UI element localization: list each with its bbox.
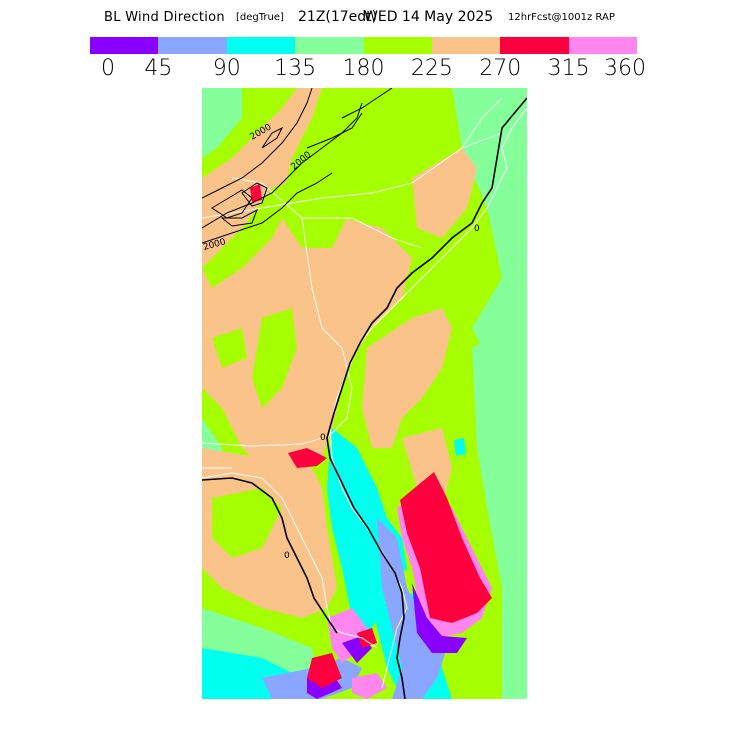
- field-cyan-dot: [454, 438, 466, 456]
- field-red-land: [288, 448, 327, 468]
- field-cyan-coast: [327, 428, 407, 658]
- field-green-patch1: [252, 308, 297, 408]
- field-pink-keys2: [352, 673, 387, 699]
- coast-marker: 0: [284, 551, 290, 561]
- field-red-mtn: [250, 184, 262, 202]
- field-seagreen-ne: [452, 88, 527, 368]
- coast-markers: 0 0 0: [284, 224, 480, 561]
- color-legend: [90, 37, 637, 54]
- field-green-patch2: [212, 328, 247, 368]
- legend-tick-label: 225: [410, 56, 453, 81]
- legend-swatch: [500, 37, 569, 54]
- legend-swatch: [90, 37, 159, 54]
- legend-tick-label: 0: [101, 56, 115, 81]
- wind-direction-map: 2000 2000 2000 0 0 0: [202, 88, 527, 699]
- elevation-contours: [202, 88, 393, 244]
- legend-swatch: [431, 37, 501, 54]
- title-unit: [degTrue]: [236, 12, 284, 23]
- legend-swatch: [295, 37, 364, 54]
- field-blue-coast: [377, 518, 447, 699]
- field-red-offshore: [400, 472, 492, 623]
- legend-swatch: [158, 37, 227, 54]
- field-red-sw: [307, 653, 342, 688]
- legend-tick-label: 360: [604, 56, 646, 81]
- field-red-keys: [357, 628, 377, 648]
- title-forecast: 12hrFcst@1001z RAP: [508, 12, 615, 23]
- field-green-patch4: [282, 178, 352, 248]
- field-seagreen-east: [472, 318, 527, 699]
- legend-tick-label: 315: [547, 56, 590, 81]
- legend-tick-label: 180: [342, 56, 385, 81]
- legend-tick-label: 90: [212, 56, 241, 81]
- legend-swatch: [226, 37, 296, 54]
- field-green-patch3: [212, 488, 282, 558]
- field-tan-ne: [412, 148, 477, 238]
- legend-tick-label: 45: [144, 56, 173, 81]
- field-seagreen-nw: [202, 88, 242, 158]
- chart-title: BL Wind Direction [degTrue] 21Z(17edt) W…: [0, 8, 729, 28]
- field-tan-coast: [362, 308, 452, 448]
- coast-marker: 0: [320, 433, 326, 443]
- legend-swatch: [568, 37, 637, 54]
- interstate-lines: [202, 97, 527, 699]
- legend-swatch: [363, 37, 432, 54]
- field-purple-edge: [412, 583, 467, 653]
- legend-ticks: 0 45 90 135 180 225 270 315 360: [0, 56, 729, 82]
- state-borders: [202, 97, 503, 469]
- coast-marker: 0: [474, 224, 480, 234]
- title-date: WED 14 May 2025: [364, 9, 494, 25]
- legend-tick-label: 135: [274, 56, 317, 81]
- legend-tick-label: 270: [479, 56, 522, 81]
- title-main: BL Wind Direction: [104, 10, 225, 25]
- title-time: 21Z(17edt): [298, 9, 378, 25]
